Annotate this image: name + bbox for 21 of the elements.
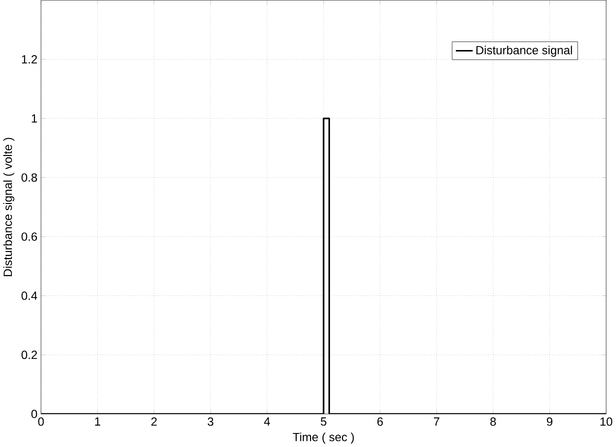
y-tick-label: 1 (32, 114, 37, 123)
x-tick-label: 6 (377, 417, 383, 426)
y-tick-label: 0.4 (22, 292, 38, 300)
x-tick-label: 0 (38, 417, 44, 426)
y-tick-label: 0.8 (22, 173, 38, 182)
x-axis-title: Time ( sec ) (292, 432, 354, 444)
legend-label: Disturbance signal (476, 46, 572, 57)
x-tick-label: 8 (490, 417, 496, 426)
x-tick-label: 3 (208, 417, 214, 426)
y-tick-label: 0.6 (22, 232, 38, 241)
y-tick-label: 1.2 (22, 55, 37, 64)
x-tick-label: 9 (546, 417, 552, 426)
x-tick-label: 1 (95, 417, 100, 426)
y-tick-label: 0.2 (22, 350, 37, 360)
y-axis-title: Disturbance signal ( volte ) (3, 138, 14, 276)
x-tick-label: 7 (434, 417, 440, 426)
x-tick-label: 4 (264, 417, 270, 426)
x-tick-label: 5 (320, 417, 326, 426)
x-tick-label: 2 (151, 417, 157, 426)
x-tick-label: 10 (600, 417, 612, 426)
y-tick-label: 0 (31, 410, 38, 418)
